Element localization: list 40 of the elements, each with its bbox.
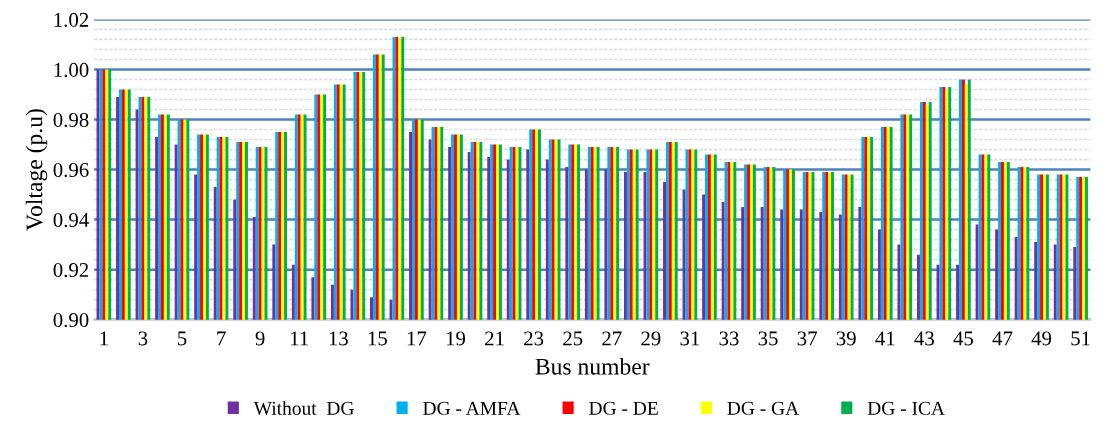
x-tick-label: 47 xyxy=(992,331,1013,346)
y-tick-label: 1.00 xyxy=(54,62,89,77)
y-tick-label: 0.92 xyxy=(53,263,89,278)
x-tick-label: 37 xyxy=(797,331,817,346)
x-tick-label: 23 xyxy=(524,331,544,346)
y-tick-label: 1.02 xyxy=(54,12,89,27)
legend-label: DG - AMFA xyxy=(423,401,521,415)
legend-label: DG - DE xyxy=(589,401,658,415)
x-tick-label: 27 xyxy=(602,331,622,346)
y-tick-label: 0.90 xyxy=(53,313,89,328)
x-tick-label: 35 xyxy=(758,331,778,346)
x-tick-label: 39 xyxy=(836,331,856,346)
legend-label: Without DG xyxy=(253,401,354,415)
x-tick-label: 19 xyxy=(446,331,466,346)
x-tick-label: 5 xyxy=(178,331,187,346)
x-tick-label: 3 xyxy=(138,331,148,346)
x-tick-label: 1 xyxy=(100,331,108,346)
x-tick-label: 13 xyxy=(329,331,348,346)
legend-label: DG - ICA xyxy=(867,401,945,415)
x-axis-title: Bus number xyxy=(535,358,650,375)
x-tick-label: 21 xyxy=(485,331,504,346)
x-tick-label: 51 xyxy=(1071,331,1090,346)
x-tick-label: 11 xyxy=(291,331,308,346)
y-tick-label: 0.98 xyxy=(53,112,89,128)
x-tick-label: 45 xyxy=(953,331,974,346)
x-tick-label: 49 xyxy=(1031,331,1052,346)
x-tick-label: 7 xyxy=(217,331,226,346)
y-tick-label: 0.96 xyxy=(53,162,89,178)
x-tick-label: 17 xyxy=(407,331,427,346)
y-tick-label: 0.94 xyxy=(53,212,89,228)
x-tick-label: 25 xyxy=(563,331,583,346)
x-tick-label: 9 xyxy=(255,331,265,346)
x-tick-label: 31 xyxy=(680,331,700,346)
x-tick-label: 43 xyxy=(914,331,934,346)
legend-label: DG - GA xyxy=(727,401,800,415)
x-tick-label: 41 xyxy=(875,331,895,346)
y-axis-title: Voltage (p.u) xyxy=(25,109,48,231)
x-tick-label: 15 xyxy=(368,331,387,346)
x-tick-label: 29 xyxy=(641,331,661,346)
x-tick-label: 33 xyxy=(719,331,739,346)
